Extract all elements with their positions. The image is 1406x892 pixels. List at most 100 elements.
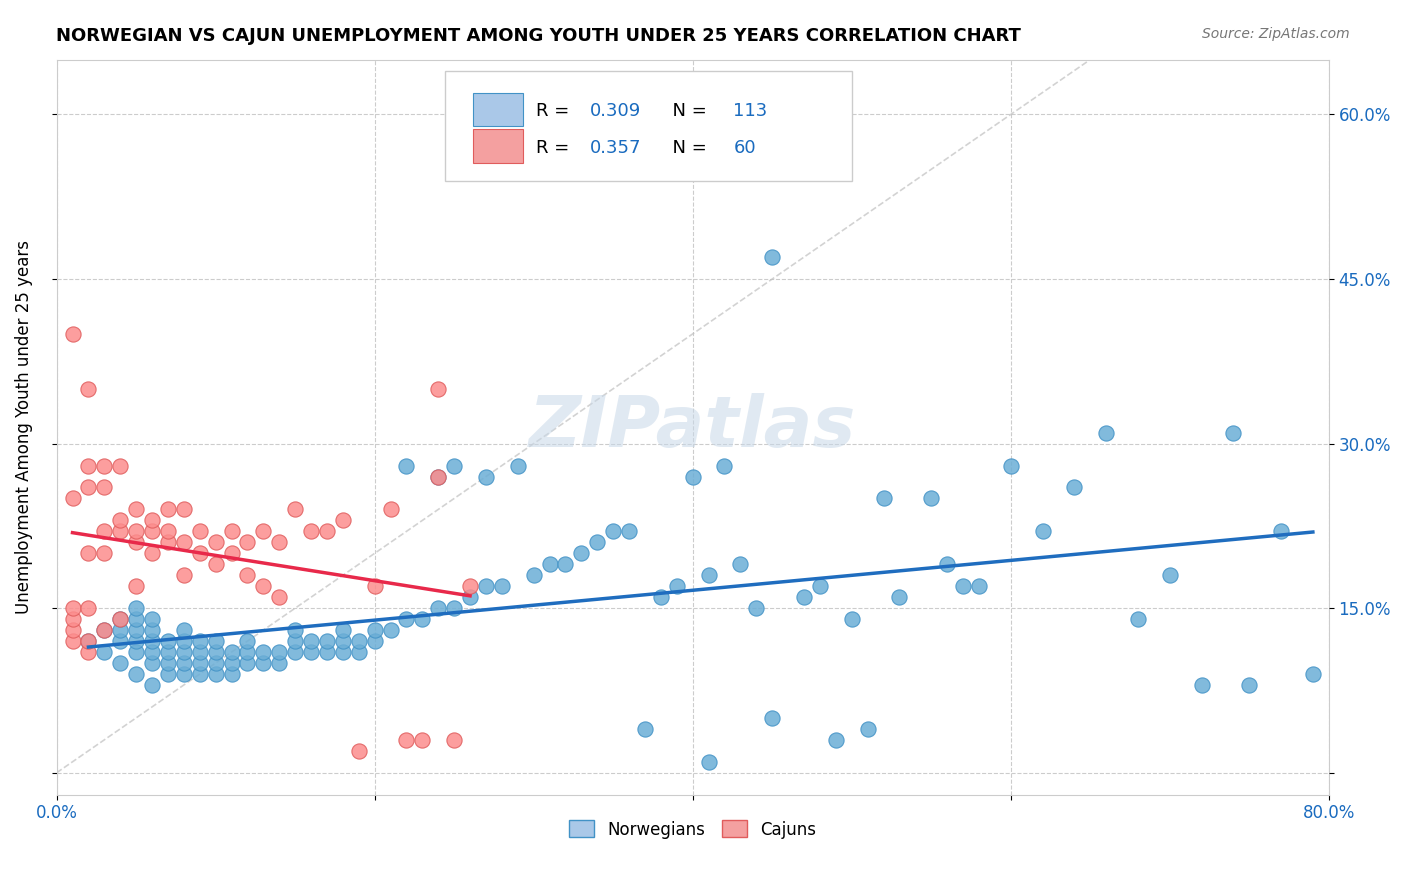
- Point: [427, 469, 450, 483]
- Point: [363, 634, 385, 648]
- Point: [967, 579, 990, 593]
- Point: [1095, 425, 1118, 440]
- Point: [1191, 678, 1213, 692]
- Point: [93, 546, 115, 560]
- Point: [316, 524, 339, 539]
- Point: [1126, 612, 1149, 626]
- Point: [569, 546, 592, 560]
- Point: [125, 524, 148, 539]
- Point: [697, 568, 720, 582]
- Point: [395, 458, 418, 473]
- Point: [62, 623, 84, 637]
- Point: [204, 558, 226, 572]
- Point: [77, 634, 100, 648]
- Point: [93, 623, 115, 637]
- Point: [110, 623, 132, 637]
- Point: [62, 326, 84, 341]
- Point: [1063, 481, 1085, 495]
- Point: [125, 579, 148, 593]
- Point: [125, 502, 148, 516]
- Point: [221, 656, 243, 670]
- Point: [1239, 678, 1261, 692]
- Point: [125, 645, 148, 659]
- Point: [62, 491, 84, 506]
- Point: [93, 645, 115, 659]
- Point: [1222, 425, 1244, 440]
- Point: [125, 623, 148, 637]
- Point: [872, 491, 894, 506]
- Point: [110, 513, 132, 527]
- Point: [284, 634, 307, 648]
- Point: [491, 579, 513, 593]
- Point: [77, 382, 100, 396]
- Point: [236, 656, 259, 670]
- Point: [443, 732, 465, 747]
- Point: [236, 568, 259, 582]
- Point: [427, 469, 450, 483]
- Point: [62, 601, 84, 615]
- Point: [443, 601, 465, 615]
- Point: [697, 755, 720, 769]
- Point: [363, 579, 385, 593]
- Point: [204, 634, 226, 648]
- Point: [395, 732, 418, 747]
- Point: [93, 458, 115, 473]
- Point: [156, 524, 179, 539]
- Point: [665, 579, 688, 593]
- Point: [204, 645, 226, 659]
- Point: [77, 601, 100, 615]
- Point: [856, 722, 879, 736]
- Point: [236, 535, 259, 549]
- Point: [793, 591, 815, 605]
- Point: [841, 612, 863, 626]
- Point: [110, 524, 132, 539]
- Point: [125, 667, 148, 681]
- Point: [269, 535, 291, 549]
- Point: [761, 711, 783, 725]
- Point: [347, 645, 370, 659]
- Point: [62, 634, 84, 648]
- Point: [141, 546, 163, 560]
- Point: [252, 524, 274, 539]
- Point: [332, 513, 354, 527]
- Point: [221, 524, 243, 539]
- Text: R =: R =: [536, 139, 575, 157]
- Text: R =: R =: [536, 102, 575, 120]
- Point: [586, 535, 609, 549]
- Point: [236, 634, 259, 648]
- Point: [110, 634, 132, 648]
- Point: [156, 535, 179, 549]
- Point: [173, 656, 195, 670]
- Point: [936, 558, 959, 572]
- Text: 113: 113: [734, 102, 768, 120]
- Point: [110, 458, 132, 473]
- Point: [204, 667, 226, 681]
- Point: [141, 623, 163, 637]
- Point: [221, 645, 243, 659]
- Point: [332, 634, 354, 648]
- Point: [77, 645, 100, 659]
- Point: [299, 634, 322, 648]
- Point: [506, 458, 529, 473]
- Point: [380, 623, 402, 637]
- Point: [554, 558, 576, 572]
- Point: [252, 656, 274, 670]
- Point: [125, 535, 148, 549]
- Point: [824, 732, 846, 747]
- Point: [204, 656, 226, 670]
- Point: [1159, 568, 1181, 582]
- Point: [745, 601, 768, 615]
- Point: [602, 524, 624, 539]
- Point: [284, 645, 307, 659]
- Point: [173, 645, 195, 659]
- Point: [1031, 524, 1053, 539]
- Point: [93, 524, 115, 539]
- Point: [125, 601, 148, 615]
- Point: [77, 634, 100, 648]
- Point: [188, 645, 211, 659]
- Point: [188, 546, 211, 560]
- Point: [156, 502, 179, 516]
- Point: [284, 623, 307, 637]
- Point: [141, 524, 163, 539]
- Point: [236, 645, 259, 659]
